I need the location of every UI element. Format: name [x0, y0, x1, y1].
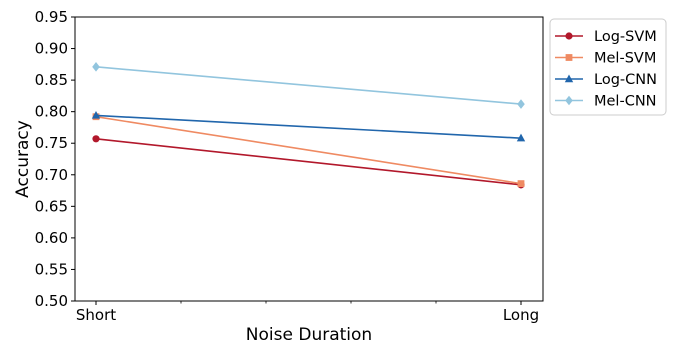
legend-marker	[565, 32, 573, 40]
legend-label: Log-SVM	[594, 29, 657, 45]
series-line	[95, 66, 522, 105]
data-point	[92, 62, 100, 72]
data-point	[516, 133, 526, 142]
y-tick-label: 0.90	[35, 40, 68, 58]
y-tick-label: 0.70	[35, 166, 68, 184]
y-tick-label: 0.65	[35, 197, 68, 215]
legend-marker	[565, 54, 573, 61]
y-tick-label: 0.55	[35, 260, 68, 278]
data-point	[91, 110, 101, 119]
legend: Log-SVM Mel-SVM Log-CNN Mel-CNN	[549, 18, 667, 116]
x-tick-label: Long	[503, 306, 539, 324]
legend-frame	[549, 18, 667, 116]
y-tick-label: 0.75	[35, 134, 68, 152]
legend-marker	[565, 95, 573, 106]
series-line	[95, 114, 522, 139]
x-axis-label: Noise Duration	[246, 325, 372, 344]
legend-label: Log-CNN	[594, 72, 657, 88]
data-point	[92, 135, 100, 143]
plot-area	[74, 16, 544, 302]
series-line	[95, 138, 522, 186]
y-tick-label: 0.60	[35, 229, 68, 247]
y-tick-label: 0.80	[35, 103, 68, 121]
y-axis: 0.50 0.55 0.60 0.65 0.70 0.75 0.80 0.85 0.90 0.95	[35, 8, 75, 310]
x-tick-label: Short	[76, 306, 116, 324]
y-tick-label: 0.50	[35, 292, 68, 310]
x-axis: Short Long	[76, 301, 539, 324]
data-point	[517, 99, 525, 109]
series-line	[95, 115, 522, 185]
series-layer	[91, 62, 526, 189]
legend-label: Mel-SVM	[594, 51, 656, 67]
y-tick-label: 0.85	[35, 71, 68, 89]
legend-marker	[564, 74, 574, 83]
legend-label: Mel-CNN	[594, 94, 657, 110]
data-point	[517, 180, 525, 188]
y-axis-label: Accuracy	[13, 120, 33, 198]
y-tick-label: 0.95	[35, 8, 68, 26]
